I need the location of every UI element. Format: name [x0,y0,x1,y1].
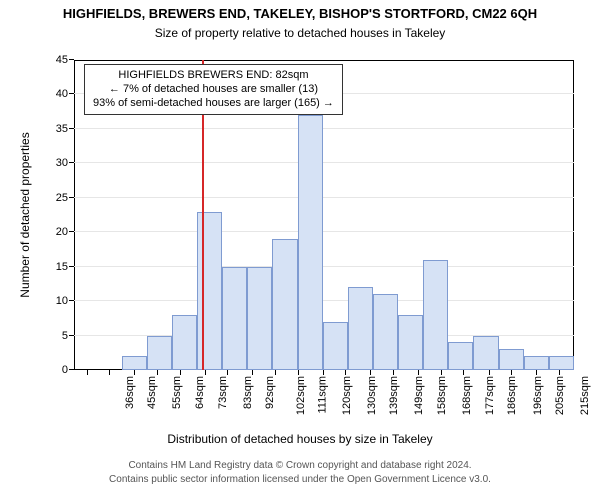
x-tick-label: 205sqm [554,376,566,415]
y-tick-mark [69,300,74,301]
histogram-bar [222,267,247,370]
x-tick-mark [227,370,228,375]
x-tick-label: 186sqm [507,376,519,415]
x-tick-label: 168sqm [461,376,473,415]
x-tick-mark [418,370,419,375]
info-box-line: HIGHFIELDS BREWERS END: 82sqm [93,69,334,83]
x-tick-mark [559,370,560,375]
x-tick-label: 120sqm [341,376,353,415]
histogram-bar [172,315,197,370]
y-tick-mark [69,162,74,163]
x-tick-label: 92sqm [264,376,276,409]
plot-area: 05101520253035404536sqm45sqm55sqm64sqm73… [74,60,574,370]
x-tick-mark [205,370,206,375]
y-tick-label: 25 [56,192,68,204]
histogram-bar [398,315,423,370]
histogram-bar [448,342,473,370]
x-tick-label: 215sqm [579,376,591,415]
histogram-bar [524,356,549,370]
gridline-h [74,197,574,198]
footnote-line-2: Contains public sector information licen… [0,474,600,485]
x-tick-label: 64sqm [194,376,206,409]
x-tick-mark [109,370,110,375]
chart-title: HIGHFIELDS, BREWERS END, TAKELEY, BISHOP… [0,6,600,21]
x-tick-label: 111sqm [317,376,329,414]
gridline-h [74,266,574,267]
x-tick-mark [393,370,394,375]
x-tick-label: 130sqm [366,376,378,415]
x-tick-mark [87,370,88,375]
y-axis-label: Number of detached properties [18,60,32,370]
gridline-h [74,300,574,301]
y-tick-mark [69,197,74,198]
x-tick-mark [489,370,490,375]
y-tick-label: 15 [56,261,68,273]
x-tick-label: 102sqm [296,376,308,415]
x-tick-label: 149sqm [414,376,426,415]
x-axis-label: Distribution of detached houses by size … [0,432,600,446]
y-tick-label: 10 [56,295,68,307]
y-tick-label: 20 [56,226,68,238]
histogram-bar [147,336,172,370]
y-tick-mark [69,369,74,370]
chart-subtitle: Size of property relative to detached ho… [0,26,600,40]
x-tick-label: 36sqm [124,376,136,409]
x-tick-mark [134,370,135,375]
x-tick-mark [157,370,158,375]
x-tick-mark [323,370,324,375]
info-box-line: ← 7% of detached houses are smaller (13) [93,83,334,97]
gridline-h [74,128,574,129]
y-tick-mark [69,128,74,129]
histogram-bar [272,239,297,370]
info-box: HIGHFIELDS BREWERS END: 82sqm← 7% of det… [84,64,343,115]
x-tick-label: 196sqm [532,376,544,415]
histogram-bar [348,287,373,370]
y-tick-mark [69,266,74,267]
x-tick-label: 177sqm [484,376,496,415]
x-tick-mark [463,370,464,375]
y-tick-label: 40 [56,88,68,100]
histogram-bar [549,356,574,370]
histogram-bar [298,115,323,370]
x-tick-mark [252,370,253,375]
histogram-bar [247,267,272,370]
x-tick-mark [536,370,537,375]
chart-container: HIGHFIELDS, BREWERS END, TAKELEY, BISHOP… [0,0,600,500]
y-tick-label: 0 [62,364,68,376]
histogram-bar [373,294,398,370]
x-tick-label: 139sqm [388,376,400,415]
info-box-line: 93% of semi-detached houses are larger (… [93,97,334,111]
y-tick-mark [69,335,74,336]
x-tick-mark [370,370,371,375]
y-tick-label: 30 [56,157,68,169]
x-tick-label: 73sqm [217,376,229,409]
x-tick-mark [511,370,512,375]
y-tick-mark [69,59,74,60]
x-tick-label: 83sqm [242,376,254,409]
x-tick-label: 158sqm [436,376,448,415]
histogram-bar [423,260,448,370]
histogram-bar [473,336,498,370]
gridline-h [74,231,574,232]
x-tick-mark [441,370,442,375]
x-tick-mark [345,370,346,375]
histogram-bar [122,356,147,370]
footnote-line-1: Contains HM Land Registry data © Crown c… [0,460,600,471]
x-tick-mark [275,370,276,375]
histogram-bar [499,349,524,370]
y-tick-label: 5 [62,330,68,342]
y-tick-mark [69,231,74,232]
gridline-h [74,162,574,163]
x-tick-label: 55sqm [171,376,183,409]
histogram-bar [197,212,222,370]
x-tick-label: 45sqm [146,376,158,409]
x-tick-mark [298,370,299,375]
y-tick-label: 35 [56,123,68,135]
y-tick-label: 45 [56,54,68,66]
y-tick-mark [69,93,74,94]
histogram-bar [323,322,348,370]
x-tick-mark [180,370,181,375]
